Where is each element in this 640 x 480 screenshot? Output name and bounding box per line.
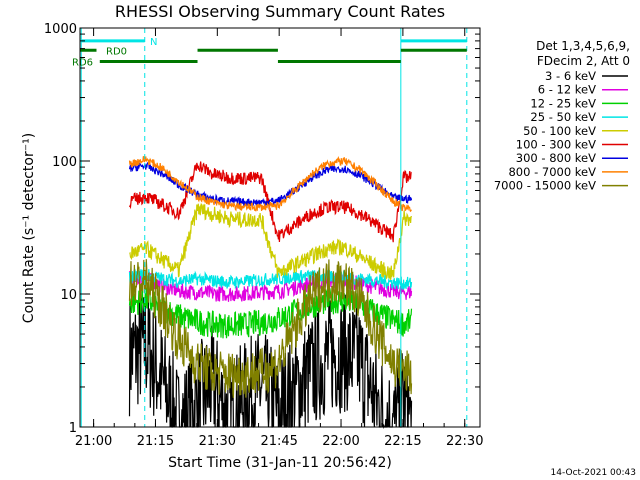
legend-label-6: 100 - 300 keV: [516, 138, 596, 152]
legend-label-3: 12 - 25 keV: [530, 96, 596, 110]
x-tick-label-6: 22:15: [384, 434, 421, 449]
legend-label-8: 800 - 7000 keV: [508, 165, 596, 179]
y-tick-label-3: 100: [52, 155, 77, 170]
series-line-4: [128, 267, 413, 290]
y-axis-label: Count Rate (s⁻¹ detector⁻¹): [21, 133, 37, 323]
series-line-8: [128, 155, 412, 213]
timestamp: 14-Oct-2021 00:43: [551, 468, 636, 478]
legend: Det 1,3,4,5,6,9,FDecim 2, Att 03 - 6 keV…: [494, 39, 630, 193]
x-tick-label-5: 22:00: [322, 434, 359, 449]
series-line-5: [129, 203, 413, 281]
x-tick-label-4: 21:45: [260, 434, 297, 449]
flag-label-n: N: [150, 37, 157, 48]
plot-frame: [79, 27, 481, 428]
series-line-9: [128, 259, 413, 398]
series-line-6: [128, 161, 412, 243]
legend-label-9: 7000 - 15000 keV: [494, 179, 596, 193]
x-tick-label-1: 21:00: [75, 434, 112, 449]
legend-label-5: 50 - 100 keV: [523, 124, 596, 138]
chart-title: RHESSI Observing Summary Count Rates: [115, 2, 445, 21]
legend-label-4: 25 - 50 keV: [530, 110, 596, 124]
legend-label-1: 3 - 6 keV: [545, 69, 596, 83]
flag-label-rd0: RD0: [106, 46, 127, 57]
x-axis-label: Start Time (31-Jan-11 20:56:42): [168, 455, 392, 471]
legend-header-1: Det 1,3,4,5,6,9,: [536, 39, 630, 53]
legend-label-7: 300 - 800 keV: [516, 151, 596, 165]
y-tick-label-1: 1: [69, 421, 77, 436]
x-tick-label-3: 21:30: [199, 434, 236, 449]
flag-label-rd6: RD6: [72, 57, 93, 68]
y-tick-label-4: 1000: [44, 22, 77, 37]
axis-layer: 21:00 21:15 21:30 21:45 22:00 22:15 22:30 1 10 10…: [44, 22, 484, 449]
legend-header-2: FDecim 2, Att 0: [537, 54, 630, 68]
y-tick-label-2: 10: [60, 288, 77, 303]
data-layer: [128, 155, 413, 429]
decoration-layer: N RD0 RD6: [72, 28, 468, 427]
legend-label-2: 6 - 12 keV: [538, 83, 596, 97]
x-tick-label-7: 22:30: [446, 434, 483, 449]
x-tick-label-2: 21:15: [137, 434, 174, 449]
